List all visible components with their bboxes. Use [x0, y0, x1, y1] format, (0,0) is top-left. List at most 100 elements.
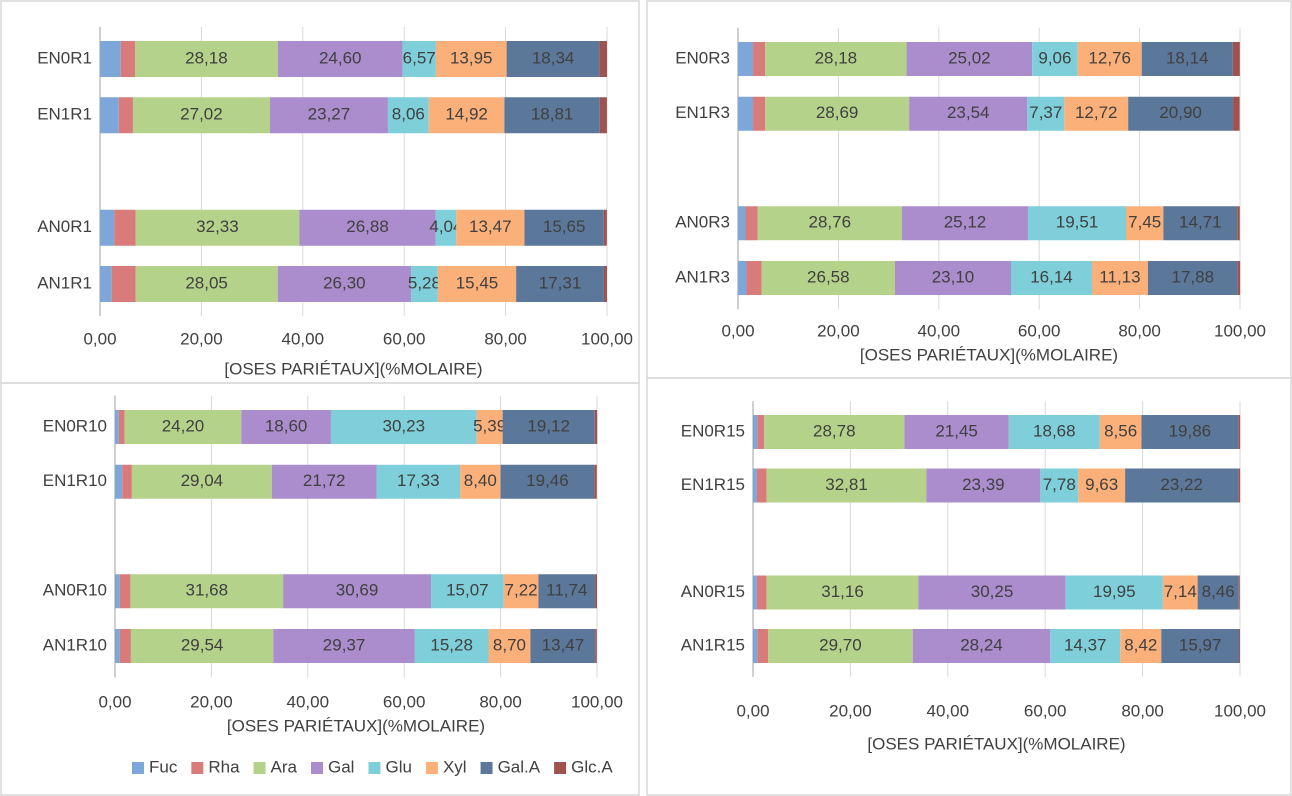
bar-segment	[330, 410, 477, 444]
bar-segment	[753, 42, 766, 76]
y-tick-label: EN1R15	[681, 475, 745, 494]
data-label: 28,76	[808, 213, 851, 232]
legend-swatch	[253, 762, 266, 774]
data-label: 30,23	[383, 416, 426, 435]
bar-segment	[1197, 575, 1239, 610]
data-label: 8,40	[464, 471, 497, 490]
data-label: 25,02	[948, 48, 991, 67]
panel	[646, 377, 1292, 796]
bar-segment	[241, 410, 331, 444]
bar-segment	[277, 266, 412, 302]
x-tick-label: 40,00	[918, 321, 961, 340]
bar-segment	[431, 574, 504, 609]
data-label: 17,33	[397, 471, 440, 490]
bar-segment	[753, 629, 758, 663]
data-label: 26,88	[346, 217, 389, 236]
y-tick-label: AN0R10	[43, 581, 107, 600]
bar-segment	[1032, 42, 1078, 76]
data-label: 16,14	[1030, 267, 1073, 286]
bar-segment	[595, 574, 597, 609]
data-label: 23,39	[962, 475, 1005, 494]
data-label: 15,45	[456, 273, 499, 292]
bar-segment	[111, 266, 136, 302]
bar-segment	[504, 97, 600, 134]
bar-segment	[761, 261, 896, 295]
bar-segment	[1239, 629, 1240, 663]
bar-segment	[1141, 42, 1233, 76]
bar-segment	[768, 629, 913, 663]
legend-label: Glu	[385, 757, 411, 776]
bar-segment	[1125, 468, 1239, 503]
bar-segment	[757, 629, 769, 663]
bar-segment	[124, 410, 242, 444]
bar-segment	[119, 574, 131, 609]
x-axis-label: [OSES PARIÉTAUX](%MOLAIRE)	[867, 734, 1125, 753]
bar-segment	[100, 266, 112, 302]
data-label: 11,13	[1099, 267, 1140, 286]
bar-segment	[1040, 468, 1079, 503]
x-tick-label: 80,00	[1118, 321, 1161, 340]
bar-segment	[906, 42, 1033, 76]
data-label: 29,54	[181, 635, 224, 654]
legend-swatch	[132, 762, 144, 774]
bar-segment	[738, 261, 747, 295]
bar-segment	[595, 629, 597, 663]
bar-segment	[120, 41, 135, 77]
x-tick-label: 60,00	[383, 329, 426, 348]
bar-segment	[756, 468, 767, 503]
y-tick-label: AN0R1	[37, 217, 92, 236]
legend-swatch	[191, 762, 204, 774]
y-tick-label: AN0R15	[681, 582, 745, 601]
bar-segment	[1099, 415, 1142, 449]
data-label: 6,57	[403, 48, 436, 67]
data-label: 26,30	[323, 273, 366, 292]
bar-segment	[594, 410, 598, 444]
legend-label: Xyl	[443, 757, 467, 776]
bar-segment	[488, 629, 531, 663]
bar-segment	[1125, 206, 1164, 241]
data-label: 17,31	[539, 273, 582, 292]
x-tick-label: 40,00	[282, 329, 325, 348]
bar-segment	[122, 464, 132, 499]
bar-segment	[753, 415, 758, 449]
x-tick-label: 40,00	[287, 692, 330, 711]
data-label: 7,37	[1029, 103, 1062, 122]
bar-segment	[738, 42, 754, 76]
bar-segment	[283, 574, 432, 609]
data-label: 28,24	[960, 635, 1003, 654]
bar-segment	[456, 209, 525, 246]
bar-segment	[1161, 629, 1240, 663]
y-tick-label: AN1R10	[43, 635, 107, 654]
data-label: 8,46	[1202, 582, 1235, 601]
bar-segment	[1163, 206, 1238, 241]
legend-swatch	[425, 762, 438, 774]
bar-segment	[277, 41, 403, 77]
bar-segment	[1238, 468, 1241, 503]
legend-swatch	[368, 762, 381, 774]
bar-segment	[1238, 415, 1241, 449]
bar-segment	[271, 464, 377, 499]
data-label: 19,86	[1169, 421, 1212, 440]
legend-swatch	[554, 762, 567, 774]
bar-segment	[603, 266, 607, 302]
bar-segment	[1232, 42, 1240, 76]
data-label: 7,45	[1128, 213, 1161, 232]
bar-segment	[1065, 575, 1163, 610]
y-tick-label: EN0R10	[43, 416, 107, 435]
data-label: 9,06	[1038, 48, 1071, 67]
bar-segment	[909, 96, 1028, 131]
data-label: 15,65	[543, 217, 586, 236]
data-label: 8,06	[392, 105, 425, 124]
bar-segment	[765, 42, 907, 76]
y-tick-label: EN1R3	[675, 103, 730, 122]
data-label: 4,04	[429, 217, 462, 236]
data-label: 18,14	[1166, 48, 1209, 67]
data-label: 7,22	[505, 581, 538, 600]
data-label: 9,63	[1085, 475, 1118, 494]
data-label: 27,02	[180, 105, 223, 124]
data-label: 15,97	[1179, 635, 1222, 654]
bar-segment	[1027, 96, 1065, 131]
data-label: 29,04	[181, 471, 224, 490]
bar-segment	[594, 464, 597, 499]
data-label: 18,34	[532, 48, 575, 67]
